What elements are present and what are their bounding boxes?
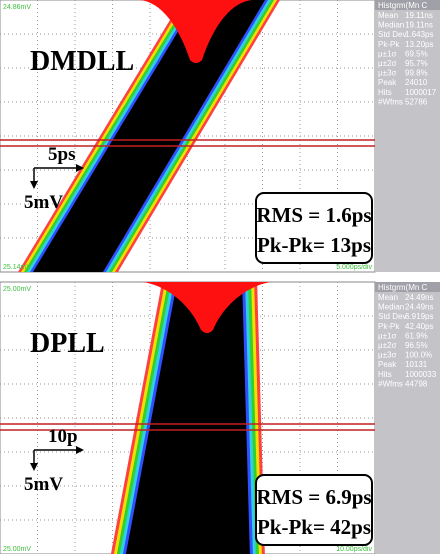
- bottom-right-label: 5.000ps/div: [336, 264, 372, 271]
- bottom-left-label: 25.00mV: [3, 546, 31, 553]
- stat-label: μ±1σ: [378, 49, 396, 58]
- rms-text: RMS = 6.9ps: [256, 485, 371, 509]
- volt-scale: 5mV: [24, 474, 63, 495]
- rms-text: RMS = 1.6ps: [256, 203, 371, 227]
- volt-scale: 5mV: [24, 192, 63, 213]
- stat-label: μ±3σ: [378, 69, 396, 78]
- stat-value: 96.5%: [405, 341, 428, 350]
- stat-value: 1000017: [405, 88, 437, 97]
- time-scale: 5ps: [48, 144, 75, 165]
- stat-label: Peak: [378, 360, 397, 369]
- stat-value: 6.919ps: [405, 312, 433, 321]
- stat-label: Hits: [378, 88, 392, 97]
- scope-panel: 24.86mV 25.14mV 5.000ps/div DMDLL 5ps 5mV RMS …: [0, 0, 440, 277]
- stat-value: 1000033: [405, 370, 437, 379]
- stat-label: Hits: [378, 370, 392, 379]
- stat-value: 69.5%: [405, 49, 428, 58]
- stats-title: Histgrm(Mn C: [378, 283, 428, 292]
- stat-value: 19.11ns: [405, 21, 433, 30]
- panel-title: DMDLL: [30, 46, 134, 77]
- stat-label: Pk-Pk: [378, 40, 400, 49]
- panel-title: DPLL: [30, 328, 105, 359]
- scope-panel: 25.00mV 25.00mV 10.00ps/div DPLL 10p 5mV RMS =…: [0, 277, 440, 554]
- stat-label: Mean: [378, 11, 398, 20]
- stat-value: 61.9%: [405, 331, 428, 340]
- stat-label: Std Dev: [378, 312, 406, 321]
- bottom-right-label: 10.00ps/div: [336, 546, 372, 553]
- stat-value: 13.20ps: [405, 40, 433, 49]
- stat-value: 95.7%: [405, 59, 428, 68]
- stat-label: μ±2σ: [378, 341, 396, 350]
- stat-value: 99.8%: [405, 69, 428, 78]
- top-left-label: 24.86mV: [3, 4, 31, 11]
- stat-value: 10131: [405, 360, 428, 369]
- stat-label: μ±3σ: [378, 351, 396, 360]
- stat-label: Median: [378, 303, 404, 312]
- stat-value: 24010: [405, 78, 428, 87]
- stat-label: μ±1σ: [378, 331, 396, 340]
- stat-value: 1.643ps: [405, 30, 433, 39]
- stat-value: 42.40ps: [405, 322, 433, 331]
- pkpk-text: Pk-Pk= 13ps: [257, 233, 371, 257]
- stat-label: #Wfms: [378, 379, 403, 388]
- stat-value: 44798: [405, 379, 428, 388]
- time-scale: 10p: [48, 426, 78, 447]
- stat-label: Mean: [378, 293, 398, 302]
- stat-value: 52786: [405, 97, 428, 106]
- figure: 24.86mV 25.14mV 5.000ps/div DMDLL 5ps 5mV RMS …: [0, 0, 440, 554]
- stat-value: 19.11ns: [405, 11, 433, 20]
- stat-value: 24.49ns: [405, 303, 433, 312]
- pkpk-text: Pk-Pk= 42ps: [257, 515, 371, 539]
- bottom-left-label: 25.14mV: [3, 264, 31, 271]
- stat-value: 100.0%: [405, 351, 432, 360]
- stat-label: Peak: [378, 78, 397, 87]
- stat-label: μ±2σ: [378, 59, 396, 68]
- stat-label: Pk-Pk: [378, 322, 400, 331]
- stat-label: Median: [378, 21, 404, 30]
- stats-title: Histgrm(Mn C: [378, 1, 428, 10]
- top-left-label: 25.00mV: [3, 286, 31, 293]
- stat-label: #Wfms: [378, 97, 403, 106]
- stat-label: Std Dev: [378, 30, 406, 39]
- stat-value: 24.49ns: [405, 293, 433, 302]
